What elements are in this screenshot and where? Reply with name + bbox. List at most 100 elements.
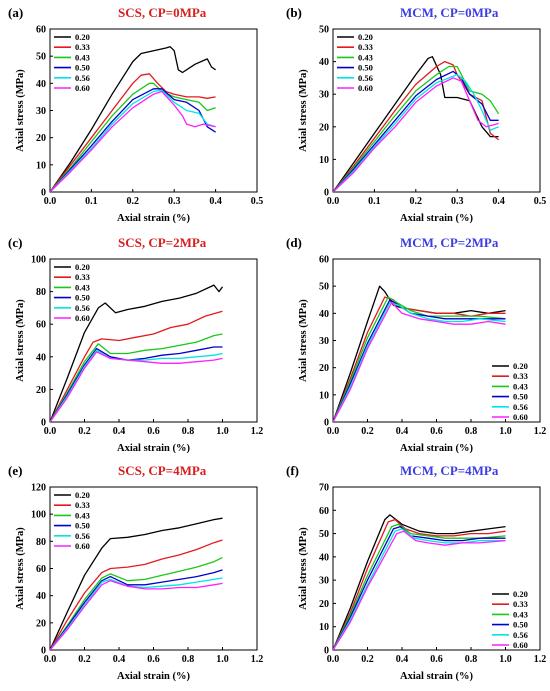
x-tick-label: 0.6 [147,426,160,437]
legend-label: 0.50 [513,392,528,402]
legend-label: 0.20 [75,262,90,272]
y-tick-label: 60 [36,320,46,331]
x-tick-label: 1.0 [216,426,229,437]
x-tick-label: 0.4 [396,426,409,437]
series-line-0.56 [50,577,223,650]
x-tick-label: 0.5 [534,196,547,207]
legend-label: 0.43 [75,52,90,62]
legend-label: 0.60 [358,83,373,93]
series-line-0.56 [333,528,506,650]
legend-label: 0.56 [513,402,528,412]
legend-label: 0.20 [75,490,90,500]
series-line-0.50 [333,525,506,650]
y-tick-label: 60 [319,506,329,517]
panel-5: (e) SCS, CP=4MPa 0.0 0.2 0.4 0.6 0.8 1.0 1.2 0 20 4… [8,463,263,682]
y-tick-label: 80 [36,537,46,548]
x-tick-label: 0.2 [410,196,423,207]
legend-label: 0.20 [358,32,373,42]
x-tick-label: 0.4 [113,426,126,437]
y-axis-label: Axial stress (MPa) [15,527,26,610]
series-line-0.60 [50,351,223,422]
y-tick-label: 100 [31,510,46,521]
legend: 0.200.330.430.500.560.60 [492,361,528,422]
x-tick-label: 0.2 [78,426,91,437]
series-line-0.50 [50,346,223,422]
panel-title: SCS, CP=0MPa [118,5,207,20]
series-line-0.50 [50,88,216,192]
x-tick-label: 0.4 [492,196,505,207]
x-tick-label: 0.3 [451,196,464,207]
y-tick-label: 10 [36,160,46,171]
series-line-0.43 [333,296,506,422]
panel-title: SCS, CP=2MPa [118,235,207,250]
x-tick-label: 1.0 [499,654,512,665]
panel-title: MCM, CP=2MPa [400,235,499,250]
y-tick-label: 20 [319,363,329,374]
panel-title: MCM, CP=4MPa [400,463,499,478]
y-tick-label: 30 [36,106,46,117]
legend-label: 0.33 [513,371,528,381]
series-line-0.20 [50,517,223,650]
series-line-0.20 [50,284,224,422]
legend-label: 0.56 [513,630,528,640]
legend-label: 0.20 [75,32,90,42]
legend-label: 0.60 [75,83,90,93]
legend-label: 0.43 [513,381,528,391]
y-tick-label: 20 [319,122,329,133]
x-tick-label: 0.4 [209,196,222,207]
y-tick-label: 20 [36,133,46,144]
legend-label: 0.20 [513,589,528,599]
legend-label: 0.33 [513,599,528,609]
x-axis-label: Axial strain (%) [400,213,473,224]
y-tick-label: 20 [36,618,46,629]
series-line-0.43 [50,333,223,422]
y-tick-label: 20 [319,599,329,610]
y-tick-label: 20 [36,385,46,396]
legend-label: 0.60 [75,313,90,323]
y-tick-label: 60 [36,564,46,575]
series-line-0.43 [50,557,223,650]
x-tick-label: 1.2 [251,426,264,437]
x-tick-label: 0.8 [182,654,195,665]
panel-letter: (d) [286,235,302,250]
plot-frame [332,486,541,651]
x-axis-label: Axial strain (%) [117,671,190,682]
legend: 0.200.330.430.500.560.60 [337,32,373,93]
legend-label: 0.33 [358,42,373,52]
series-line-0.56 [333,301,506,422]
x-axis-label: Axial strain (%) [400,671,473,682]
x-tick-label: 0.8 [465,654,478,665]
y-tick-label: 40 [319,309,329,320]
legend: 0.200.330.430.500.560.60 [54,32,90,93]
x-tick-label: 0.0 [327,196,340,207]
y-tick-label: 50 [319,25,329,36]
x-tick-label: 0.0 [44,196,57,207]
panel-3: (c) SCS, CP=2MPa 0.0 0.2 0.4 0.6 0.8 1.0 1.2 0 20 4… [8,235,263,454]
series-line-0.33 [50,73,216,192]
series-line-0.33 [50,310,223,422]
legend-label: 0.43 [513,609,528,619]
y-tick-label: 40 [319,552,329,563]
series-line-0.60 [50,580,223,650]
series-line-0.50 [333,70,499,192]
y-tick-label: 0 [41,188,46,199]
legend-label: 0.50 [358,63,373,73]
y-tick-label: 120 [31,483,46,494]
panel-letter: (f) [286,463,299,478]
y-tick-label: 30 [319,336,329,347]
y-tick-label: 10 [319,155,329,166]
x-axis-label: Axial strain (%) [117,443,190,454]
legend-label: 0.50 [75,521,90,531]
y-tick-label: 10 [319,390,329,401]
x-tick-label: 0.6 [430,426,443,437]
x-tick-label: 0.0 [327,426,340,437]
x-tick-label: 0.2 [361,426,374,437]
series-line-0.43 [50,82,216,192]
panel-4: (d) MCM, CP=2MPa 0.0 0.2 0.4 0.6 0.8 1.0 1.2 0 10 2… [286,235,546,454]
panel-title: SCS, CP=4MPa [118,463,207,478]
x-tick-label: 0.2 [361,654,374,665]
series-line-0.33 [333,60,500,192]
x-tick-label: 0.3 [168,196,181,207]
